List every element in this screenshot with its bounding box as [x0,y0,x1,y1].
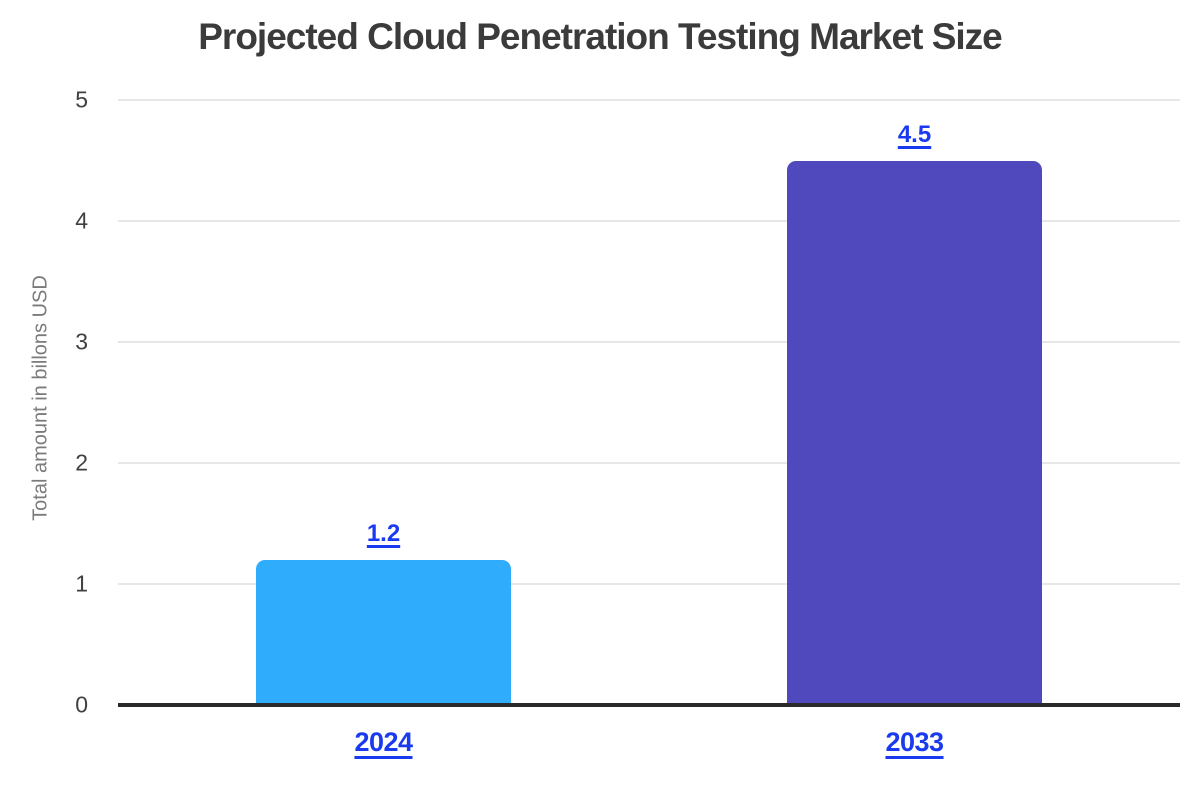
y-tick-labels: 0 1 2 3 4 5 [0,88,88,716]
y-tick-label: 3 [75,328,88,355]
x-axis-label-2024[interactable]: 2024 [354,727,413,757]
chart-title: Projected Cloud Penetration Testing Mark… [198,16,1002,57]
gridline [118,99,1180,101]
bar-value-label-2033[interactable]: 4.5 [897,120,932,148]
y-tick-label: 4 [75,207,88,234]
bar-value-label-2024[interactable]: 1.2 [366,519,401,547]
x-axis-label-2033[interactable]: 2033 [885,727,944,757]
bar-2033[interactable] [787,160,1042,705]
bar-2024[interactable] [256,559,511,705]
gridline [118,462,1180,464]
y-tick-label: 5 [75,86,88,113]
gridline [118,220,1180,222]
y-tick-label: 0 [75,691,88,718]
x-labels: 2024 2033 [118,729,1180,774]
gridline [118,341,1180,343]
y-tick-label: 1 [75,570,88,597]
plot-area: 1.2 4.5 [118,99,1180,707]
gridline [118,583,1180,585]
x-axis-line [118,703,1180,707]
y-tick-label: 2 [75,449,88,476]
